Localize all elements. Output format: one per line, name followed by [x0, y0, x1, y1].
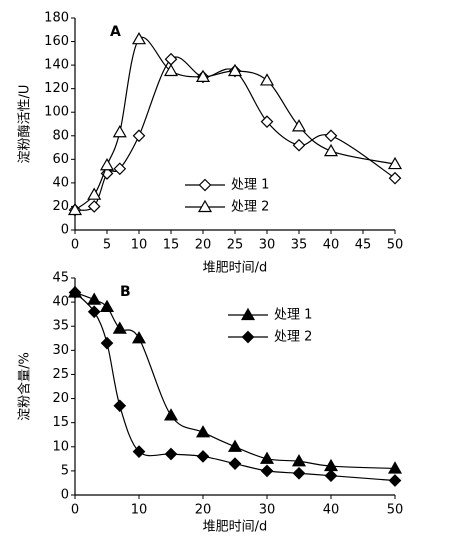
data-point — [195, 425, 211, 438]
y-tick-label: 45 — [52, 271, 69, 286]
legend-marker — [198, 178, 212, 192]
x-tick-label: 20 — [195, 238, 212, 253]
y-tick-label: 10 — [52, 439, 69, 454]
x-tick-label: 40 — [323, 503, 340, 518]
y-tick-label: 60 — [52, 152, 69, 167]
data-point — [131, 331, 147, 344]
series-line — [74, 292, 396, 482]
data-point — [259, 73, 275, 86]
data-point — [163, 63, 179, 77]
legend-label: 处理 1 — [274, 308, 312, 323]
data-point — [131, 31, 147, 45]
data-point — [87, 292, 102, 305]
data-point — [99, 158, 115, 171]
x-tick-label: 45 — [355, 238, 372, 253]
y-tick-label: 35 — [52, 319, 69, 334]
y-tick-label: 25 — [52, 367, 69, 382]
data-point — [164, 447, 178, 461]
data-point — [387, 461, 403, 474]
y-tick-label: 20 — [52, 199, 69, 214]
legend-label: 处理 2 — [231, 200, 269, 215]
data-point — [112, 321, 127, 334]
y-tick-label: 160 — [44, 34, 69, 49]
y-tick-label: 80 — [52, 128, 69, 143]
data-point — [259, 451, 275, 464]
data-point — [163, 408, 179, 421]
data-point — [68, 286, 82, 299]
data-point — [132, 445, 146, 458]
data-point — [324, 129, 338, 143]
data-point — [67, 202, 83, 216]
y-tick-label: 5 — [61, 463, 69, 478]
data-point — [87, 200, 101, 213]
y-axis-label: 淀粉酶活性/U — [17, 85, 33, 164]
x-tick-label: 10 — [131, 238, 148, 253]
y-tick-label: 15 — [52, 415, 69, 430]
x-tick-label: 10 — [131, 503, 148, 518]
y-tick-label: 100 — [44, 105, 69, 120]
x-tick-label: 15 — [163, 238, 180, 253]
data-point — [291, 119, 307, 132]
x-tick-label: 50 — [387, 503, 404, 518]
x-tick-label: 20 — [195, 503, 212, 518]
data-point — [228, 457, 242, 471]
x-tick-label: 50 — [387, 238, 404, 253]
y-tick-label: 120 — [44, 81, 69, 96]
data-point — [292, 138, 306, 152]
data-point — [260, 464, 274, 478]
legend-label: 处理 1 — [231, 178, 269, 193]
y-tick-label: 20 — [52, 391, 69, 406]
data-point — [100, 336, 114, 350]
legend-marker — [197, 199, 213, 213]
data-point — [87, 305, 101, 319]
legend-label: 处理 2 — [274, 330, 312, 345]
x-tick-label: 5 — [103, 238, 111, 253]
data-point — [196, 450, 210, 463]
data-point — [324, 469, 338, 483]
legend-marker — [240, 307, 256, 321]
x-tick-label: 25 — [227, 238, 244, 253]
x-axis-label: 堆肥时间/d — [203, 261, 268, 276]
data-point — [323, 143, 339, 157]
y-tick-label: 40 — [52, 295, 69, 310]
data-point — [113, 162, 127, 176]
data-point — [99, 299, 115, 313]
data-point — [260, 115, 274, 128]
data-point — [132, 129, 146, 143]
data-point — [113, 399, 127, 413]
panel-label: A — [110, 24, 121, 40]
x-tick-label: 0 — [71, 238, 79, 253]
data-point — [164, 52, 178, 66]
y-axis-label: 淀粉含量/% — [17, 352, 33, 421]
data-point — [112, 125, 127, 138]
x-tick-label: 30 — [259, 503, 276, 518]
data-point — [87, 187, 102, 200]
data-point — [227, 439, 243, 452]
legend-marker — [241, 330, 255, 344]
x-axis-label: 堆肥时间/d — [203, 520, 268, 535]
y-tick-label: 0 — [61, 223, 69, 238]
y-tick-label: 0 — [61, 488, 69, 503]
x-tick-label: 0 — [71, 503, 79, 518]
x-tick-label: 40 — [323, 238, 340, 253]
data-point — [292, 466, 306, 480]
data-point — [388, 474, 402, 487]
x-tick-label: 30 — [259, 238, 276, 253]
y-tick-label: 180 — [44, 11, 69, 26]
data-point — [387, 156, 403, 170]
data-point — [291, 454, 307, 467]
panel-label: B — [120, 284, 131, 300]
y-tick-label: 30 — [52, 343, 69, 358]
data-point — [195, 69, 211, 82]
y-tick-label: 40 — [52, 175, 69, 190]
data-point — [227, 63, 243, 77]
x-tick-label: 35 — [291, 238, 308, 253]
y-tick-label: 140 — [44, 58, 69, 73]
data-point — [388, 171, 402, 185]
